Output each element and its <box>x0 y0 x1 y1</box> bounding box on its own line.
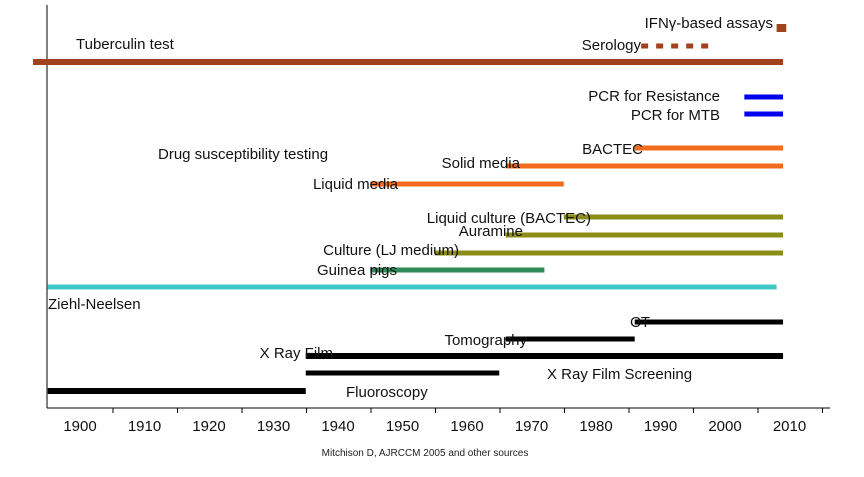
label-guinea-pigs: Guinea pigs <box>317 262 397 279</box>
label-x-ray-film-screening: X Ray Film Screening <box>547 366 692 383</box>
tick-label-1970: 1970 <box>515 418 548 435</box>
label-fluoroscopy: Fluoroscopy <box>346 384 428 401</box>
label-culture-lj-medium: Culture (LJ medium) <box>323 242 459 259</box>
label-auramine: Auramine <box>459 223 523 240</box>
label-pcr-for-resistance: PCR for Resistance <box>588 88 720 105</box>
tick-label-1900: 1900 <box>63 418 96 435</box>
label-solid-media: Solid media <box>442 155 521 172</box>
tick-label-1960: 1960 <box>450 418 483 435</box>
plot-frame <box>46 5 830 409</box>
label-liquid-media: Liquid media <box>313 176 399 193</box>
tick-label-1990: 1990 <box>644 418 677 435</box>
tick-label-2000: 2000 <box>708 418 741 435</box>
timeline-bars <box>33 24 787 394</box>
label-pcr-for-mtb: PCR for MTB <box>631 107 720 124</box>
label-ifn-based-assays: IFNγ-based assays <box>645 15 773 32</box>
label-x-ray-film: X Ray Film <box>260 345 333 362</box>
tick-label-1980: 1980 <box>579 418 612 435</box>
label-tomography: Tomography <box>444 332 527 349</box>
source-credit: Mitchison D, AJRCCM 2005 and other sourc… <box>322 448 529 459</box>
tick-label-2010: 2010 <box>773 418 806 435</box>
label-ziehl-neelsen: Ziehl-Neelsen <box>48 296 141 313</box>
tick-label-1910: 1910 <box>128 418 161 435</box>
label-liquid-culture-bactec: Liquid culture (BACTEC) <box>427 210 591 227</box>
x-axis-ticks: 1900 1910 1920 1930 1940 1950 1960 1970 1980 1990… <box>63 408 823 435</box>
label-bactec: BACTEC <box>582 141 643 158</box>
tick-label-1920: 1920 <box>192 418 225 435</box>
label-drug-susceptibility-testing: Drug susceptibility testing <box>158 146 328 163</box>
tick-label-1940: 1940 <box>321 418 354 435</box>
tick-label-1930: 1930 <box>257 418 290 435</box>
label-ct: CT <box>630 314 650 331</box>
label-serology: Serology <box>582 37 642 54</box>
tick-label-1950: 1950 <box>386 418 419 435</box>
label-tuberculin-test: Tuberculin test <box>76 36 175 53</box>
